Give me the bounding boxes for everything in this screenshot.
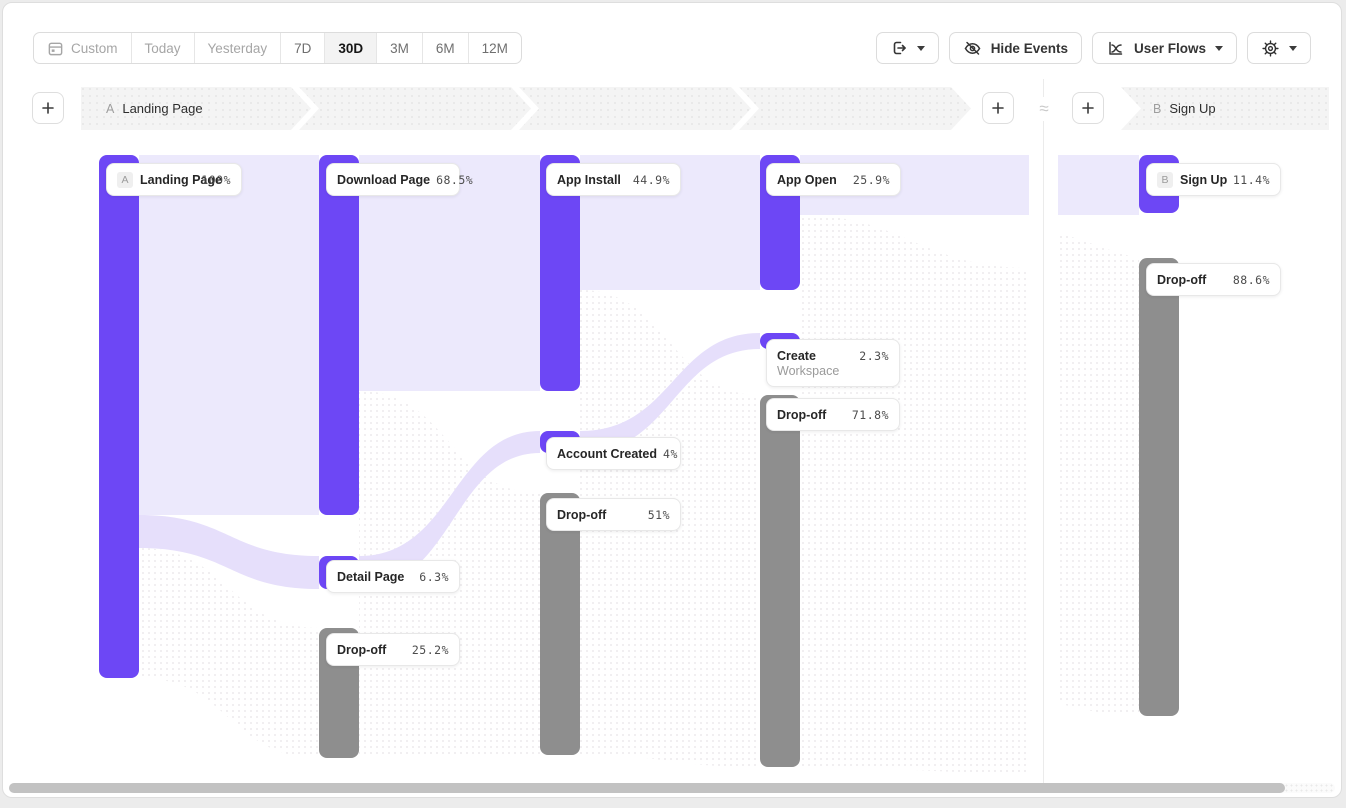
plus-icon xyxy=(992,102,1004,114)
gear-icon xyxy=(1261,39,1280,58)
date-range-yesterday[interactable]: Yesterday xyxy=(193,33,281,63)
node-name: Account Created xyxy=(557,446,658,461)
step-segment-2[interactable] xyxy=(299,87,531,130)
node-pct: 44.9% xyxy=(632,172,670,187)
add-step-before-button[interactable] xyxy=(32,92,64,124)
node-pct: 11.4% xyxy=(1232,172,1270,187)
flow-account-createworkspace xyxy=(580,333,760,453)
node-pct: 25.2% xyxy=(411,642,449,657)
calendar-icon xyxy=(47,40,64,57)
node-pct: 6.3% xyxy=(419,569,449,584)
node-b-badge: B xyxy=(1157,171,1173,188)
sankey-flows xyxy=(139,155,1139,773)
node-pct: 68.5% xyxy=(436,172,474,187)
user-flows-button[interactable]: User Flows xyxy=(1091,32,1237,64)
toolbar-right: Hide Events User Flows xyxy=(875,32,1311,64)
date-range-label: Custom xyxy=(71,40,118,56)
node-name: Create xyxy=(777,348,816,363)
plus-icon xyxy=(1082,102,1094,114)
node-name: Drop-off xyxy=(777,407,827,422)
node-name: Landing Page xyxy=(140,172,222,187)
node-card-account-created[interactable]: Account Created 4% xyxy=(546,437,681,470)
node-pct: 4% xyxy=(663,446,678,461)
date-range-custom[interactable]: Custom xyxy=(34,33,131,63)
flow-detail-account xyxy=(359,431,540,589)
flow-landing-download xyxy=(139,155,319,515)
flow-landing-detail xyxy=(139,515,319,589)
node-card-signup[interactable]: B Sign Up 11.4% xyxy=(1146,163,1281,196)
node-name: Download Page xyxy=(337,172,431,187)
node-name: App Install xyxy=(557,172,621,187)
add-step-funnel-b-button[interactable] xyxy=(1072,92,1104,124)
add-step-after-button[interactable] xyxy=(982,92,1014,124)
approx-symbol: ≈ xyxy=(1031,97,1057,121)
date-range-3m[interactable]: 3M xyxy=(376,33,422,63)
plus-icon xyxy=(42,102,54,114)
node-name: Drop-off xyxy=(337,642,387,657)
horizontal-scrollbar-thumb[interactable] xyxy=(9,783,1285,793)
node-a-badge: A xyxy=(117,171,133,188)
node-card-app-open[interactable]: App Open 25.9% xyxy=(766,163,901,196)
node-pct: 100% xyxy=(201,172,231,187)
flow-landing-dropoff xyxy=(139,548,319,758)
node-card-dropoff-step2[interactable]: Drop-off 25.2% xyxy=(326,633,460,666)
settings-button[interactable] xyxy=(1247,32,1311,64)
node-card-dropoff-step3[interactable]: Drop-off 51% xyxy=(546,498,681,531)
eye-off-icon xyxy=(963,39,982,58)
flows-chart-icon xyxy=(1106,39,1125,58)
date-range-7d[interactable]: 7D xyxy=(280,33,324,63)
funnel-divider xyxy=(1043,79,1044,791)
export-icon xyxy=(890,39,908,57)
date-range-segmented-control: Custom Today Yesterday 7D 30D 3M 6M 12M xyxy=(33,32,522,64)
node-card-detail-page[interactable]: Detail Page 6.3% xyxy=(326,560,460,593)
date-range-30d[interactable]: 30D xyxy=(324,33,377,63)
flow-in-signup xyxy=(1058,155,1139,215)
date-range-12m[interactable]: 12M xyxy=(467,33,521,63)
export-button[interactable] xyxy=(875,32,939,64)
node-pct: 88.6% xyxy=(1232,272,1270,287)
funnel-b-band[interactable] xyxy=(1121,87,1329,130)
bar-landing-page[interactable] xyxy=(99,155,139,678)
node-name: Sign Up xyxy=(1180,172,1228,187)
step-segment-3[interactable] xyxy=(519,87,751,130)
bar-dropoff-step4[interactable] xyxy=(760,395,800,767)
user-flows-label: User Flows xyxy=(1133,40,1206,56)
node-name-line2: Workspace xyxy=(777,363,840,378)
node-name: Drop-off xyxy=(557,507,607,522)
hide-events-button[interactable]: Hide Events xyxy=(948,32,1082,64)
flow-step4-dropoff xyxy=(800,215,1029,773)
hide-events-label: Hide Events xyxy=(990,40,1068,56)
node-card-dropoff-step4[interactable]: Drop-off 71.8% xyxy=(766,398,900,431)
node-card-create-workspace[interactable]: Create 2.3% Workspace xyxy=(766,339,900,387)
node-name: App Open xyxy=(777,172,837,187)
bar-dropoff-step3[interactable] xyxy=(540,493,580,755)
node-card-landing-page[interactable]: A Landing Page 100% xyxy=(106,163,242,196)
node-pct: 71.8% xyxy=(851,407,889,422)
node-name: Detail Page xyxy=(337,569,405,584)
node-card-app-install[interactable]: App Install 44.9% xyxy=(546,163,681,196)
node-pct: 25.9% xyxy=(852,172,890,187)
date-range-today[interactable]: Today xyxy=(130,33,194,63)
node-card-download-page[interactable]: Download Page 68.5% xyxy=(326,163,473,196)
date-range-6m[interactable]: 6M xyxy=(421,33,468,63)
flow-signup-dropoff xyxy=(1058,233,1139,716)
node-pct: 2.3% xyxy=(859,348,889,363)
chevron-down-icon xyxy=(916,45,925,51)
chevron-down-icon xyxy=(1215,45,1223,51)
step-segment-1[interactable] xyxy=(81,87,311,130)
chevron-down-icon xyxy=(1289,45,1297,51)
step-segment-4[interactable] xyxy=(739,87,971,130)
funnel-steps-band[interactable] xyxy=(81,87,971,130)
bar-dropoff-signup[interactable] xyxy=(1139,258,1179,716)
node-name: Drop-off xyxy=(1157,272,1207,287)
bar-download-page[interactable] xyxy=(319,155,359,515)
step-segment-b[interactable] xyxy=(1121,87,1329,130)
node-pct: 51% xyxy=(647,507,670,522)
node-card-dropoff-signup[interactable]: Drop-off 88.6% xyxy=(1146,263,1281,296)
